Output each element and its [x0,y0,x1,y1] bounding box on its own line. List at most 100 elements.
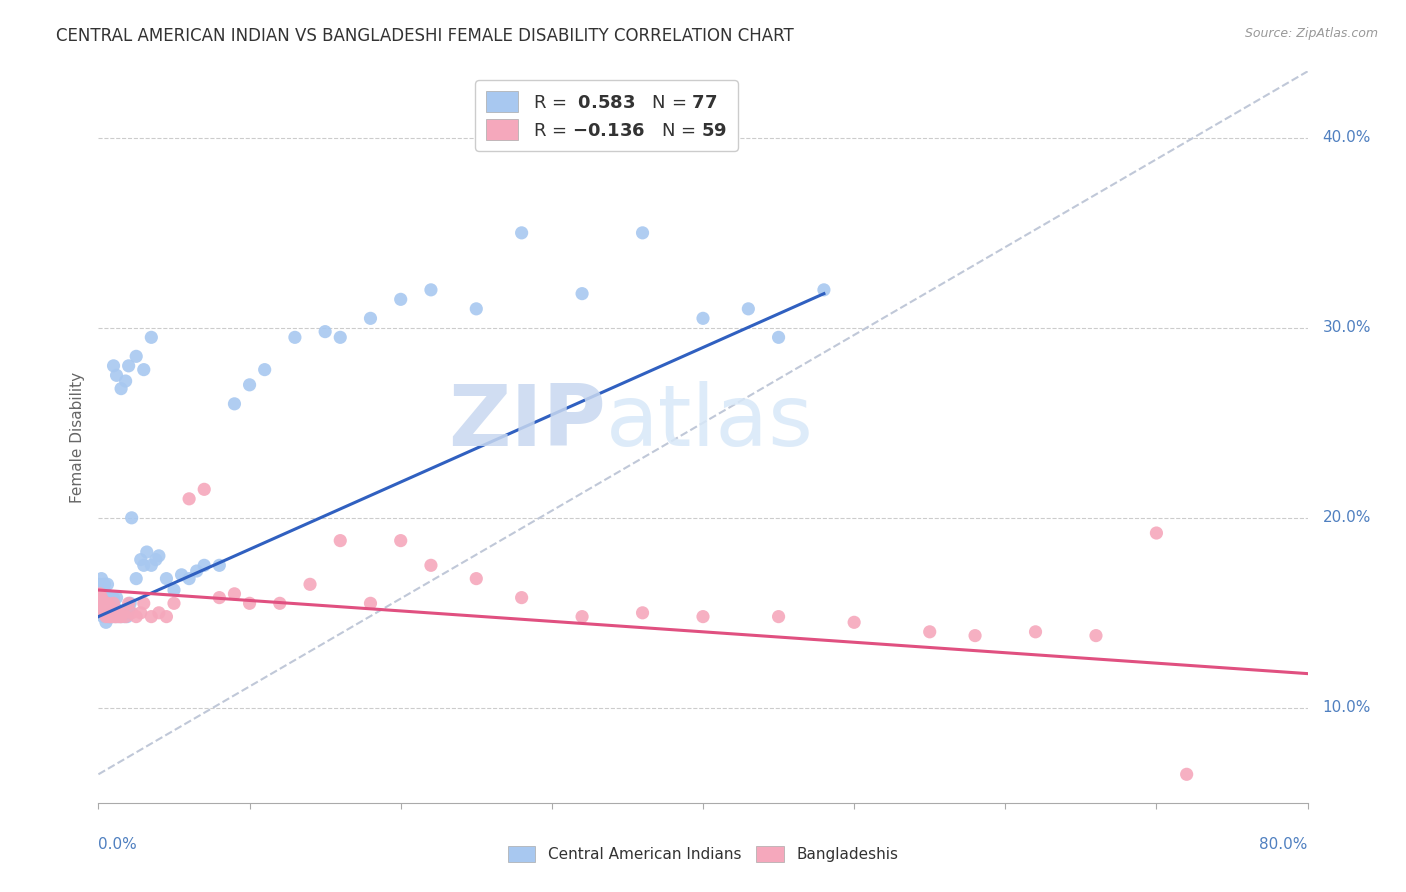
Point [112,609,135,624]
Point [115,609,138,624]
Point [163,582,186,597]
Text: 20.0%: 20.0% [1323,510,1371,525]
Point [90,572,112,586]
Point [768,609,790,624]
Point [510,591,533,605]
Point [118,359,141,373]
Point [419,558,441,573]
Point [148,549,170,563]
Point [419,283,441,297]
Point [132,596,155,610]
Point [114,606,136,620]
Point [101,609,124,624]
Point [125,572,148,586]
Point [90,606,112,620]
Point [91,609,114,624]
Point [1024,624,1046,639]
Point [96,577,118,591]
Point [768,330,790,344]
Point [101,596,124,610]
Point [284,330,307,344]
Point [104,609,127,624]
Point [360,596,382,610]
Text: 80.0%: 80.0% [1260,837,1308,852]
Point [1085,629,1108,643]
Point [90,591,112,605]
Point [100,606,122,620]
Point [121,606,143,620]
Point [177,572,201,586]
Text: 10.0%: 10.0% [1323,700,1371,715]
Point [103,606,125,620]
Point [631,606,654,620]
Point [114,609,136,624]
Point [114,374,136,388]
Point [132,362,155,376]
Point [94,609,117,624]
Point [329,330,352,344]
Point [193,558,215,573]
Point [89,577,111,591]
Point [111,606,134,620]
Point [98,600,121,615]
Text: ZIP: ZIP [449,381,606,464]
Point [141,558,163,573]
Point [224,397,246,411]
Point [94,615,117,630]
Point [94,587,117,601]
Point [1175,767,1198,781]
Point [89,587,111,601]
Point [110,609,132,624]
Point [100,591,122,605]
Point [329,533,352,548]
Point [132,558,155,573]
Point [96,606,118,620]
Point [91,596,114,610]
Point [120,596,142,610]
Point [208,591,231,605]
Point [103,606,125,620]
Point [186,564,208,578]
Point [193,483,215,497]
Point [107,606,129,620]
Point [299,577,322,591]
Text: CENTRAL AMERICAN INDIAN VS BANGLADESHI FEMALE DISABILITY CORRELATION CHART: CENTRAL AMERICAN INDIAN VS BANGLADESHI F… [56,27,794,45]
Point [103,591,125,605]
Point [94,602,117,616]
Point [631,226,654,240]
Point [269,596,291,610]
Point [692,609,714,624]
Point [104,609,127,624]
Point [155,609,177,624]
Point [239,596,262,610]
Text: 40.0%: 40.0% [1323,130,1371,145]
Point [737,301,759,316]
Point [692,311,714,326]
Text: Source: ZipAtlas.com: Source: ZipAtlas.com [1244,27,1378,40]
Text: atlas: atlas [606,381,814,464]
Point [121,511,143,525]
Point [103,359,125,373]
Point [145,552,167,566]
Point [90,591,112,605]
Point [98,609,121,624]
Point [118,596,141,610]
Point [155,572,177,586]
Point [141,609,163,624]
Y-axis label: Female Disability: Female Disability [69,371,84,503]
Point [360,311,382,326]
Point [96,591,118,605]
Point [93,596,115,610]
Point [101,609,124,624]
Point [105,591,128,605]
Point [129,606,152,620]
Point [918,624,941,639]
Point [571,609,593,624]
Point [90,602,112,616]
Point [105,609,128,624]
Point [125,349,148,363]
Point [107,609,129,624]
Point [94,596,117,610]
Point [105,368,128,383]
Point [103,596,125,610]
